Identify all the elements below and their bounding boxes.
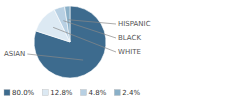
legend-label: 2.4% [122, 89, 140, 97]
legend-label: 4.8% [89, 89, 107, 97]
slice-label: BLACK [118, 34, 141, 42]
leader-line [53, 27, 116, 52]
leader-line [68, 20, 116, 24]
pie [34, 6, 106, 78]
pie-slice [34, 6, 106, 78]
chart: ASIAN WHITE BLACK HISPANIC 80.0% 12.8% 4.8% 2.4… [0, 0, 240, 100]
pie-slice [54, 6, 70, 42]
pie-slice [65, 6, 70, 42]
annotations: ASIAN WHITE BLACK HISPANIC [4, 20, 151, 60]
legend-label: 80.0% [12, 89, 35, 97]
legend-swatch [42, 90, 48, 96]
leader-line [27, 54, 83, 60]
legend-swatch [114, 90, 120, 96]
legend-swatch [81, 90, 87, 96]
leader-line [63, 21, 116, 38]
slice-label: WHITE [118, 48, 141, 56]
legend-swatch [4, 90, 10, 96]
slice-label: ASIAN [4, 50, 25, 58]
legend: 80.0% 12.8% 4.8% 2.4% [4, 89, 140, 97]
legend-label: 12.8% [50, 89, 73, 97]
slice-label: HISPANIC [118, 20, 151, 28]
